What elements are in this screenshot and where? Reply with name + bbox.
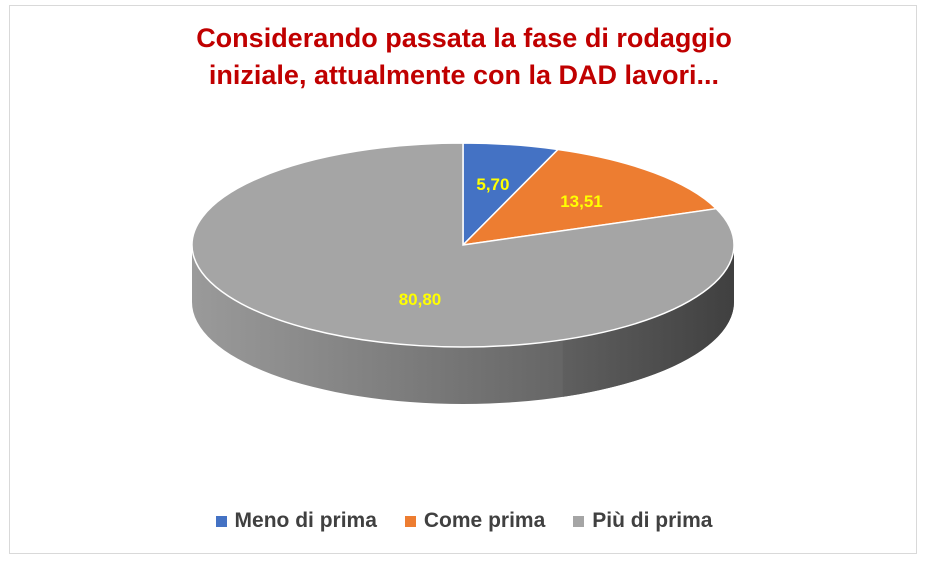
chart-title: Considerando passata la fase di rodaggio… — [0, 20, 928, 94]
data-label-come-prima: 13,51 — [560, 192, 603, 211]
pie-side-wall-shade — [562, 245, 734, 397]
chart-title-line-2: iniziale, attualmente con la DAD lavori.… — [208, 60, 720, 90]
legend-label-meno-di-prima: Meno di prima — [234, 509, 377, 532]
legend-swatch-come-prima — [404, 515, 416, 527]
legend-label-come-prima: Come prima — [423, 509, 546, 532]
data-label-meno-di-prima: 5,70 — [476, 175, 509, 194]
legend-swatch-piu-di-prima — [573, 515, 585, 527]
pie-slice-come-prima — [460, 148, 718, 247]
legend-swatch-meno-di-prima — [215, 515, 227, 527]
chart-legend: Meno di prima Come prima Più di prima — [0, 509, 928, 533]
data-label-piu-di-prima: 80,80 — [399, 290, 442, 309]
legend-item-piu-di-prima: Più di prima — [573, 509, 712, 533]
chart-title-line-1: Considerando passata la fase di rodaggio — [196, 23, 732, 53]
pie-slice-piu-di-prima — [191, 142, 735, 348]
legend-label-piu-di-prima: Più di prima — [592, 509, 713, 532]
legend-item-meno-di-prima: Meno di prima — [215, 509, 377, 533]
legend-item-come-prima: Come prima — [404, 509, 546, 533]
